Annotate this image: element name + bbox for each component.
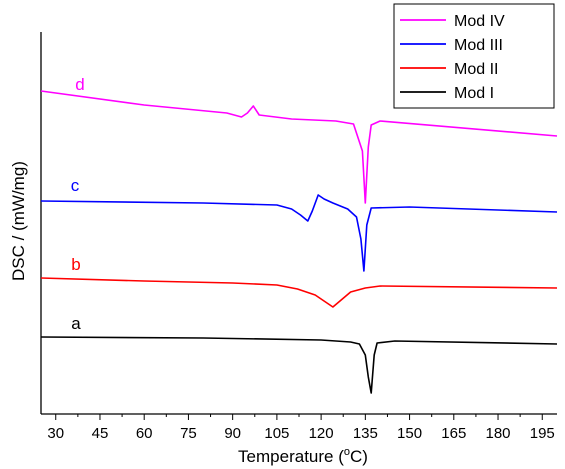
legend-label-mod-i: Mod I: [454, 85, 494, 102]
legend: Mod IV Mod III Mod II Mod I: [394, 4, 554, 108]
legend-label-mod-iii: Mod III: [454, 37, 503, 54]
x-tick-label: 90: [224, 425, 241, 442]
x-tick-label: 195: [530, 425, 555, 442]
x-tick-label: 45: [92, 425, 109, 442]
x-axis-title-main: Temperature (: [238, 447, 344, 466]
legend-label-mod-ii: Mod II: [454, 61, 498, 78]
curve-mod-ii: [41, 278, 557, 307]
x-tick-label: 75: [180, 425, 197, 442]
y-axis-title: DSC / (mW/mg): [9, 161, 28, 281]
curve-labels: d c b a: [71, 75, 85, 333]
x-tick-label: 30: [47, 425, 64, 442]
curves: [41, 91, 557, 393]
curve-label-b: b: [71, 255, 80, 274]
legend-label-mod-iv: Mod IV: [454, 13, 505, 30]
curve-mod-iii: [41, 195, 557, 271]
x-tick-label: 105: [264, 425, 289, 442]
curve-label-d: d: [75, 75, 84, 94]
x-tick-label: 180: [486, 425, 511, 442]
x-axis-title-suffix: C): [350, 447, 368, 466]
x-tick-label: 120: [309, 425, 334, 442]
curve-label-a: a: [71, 314, 81, 333]
x-tick-label: 150: [397, 425, 422, 442]
x-tick-label: 165: [441, 425, 466, 442]
x-tick-label: 135: [353, 425, 378, 442]
curve-label-c: c: [71, 176, 80, 195]
x-ticks: 30 45 60 75 90 105 120 135 150 165 180 195: [47, 414, 554, 442]
x-axis-title: Temperature (oC): [238, 446, 368, 466]
curve-mod-i: [41, 337, 557, 393]
x-tick-label: 60: [136, 425, 153, 442]
